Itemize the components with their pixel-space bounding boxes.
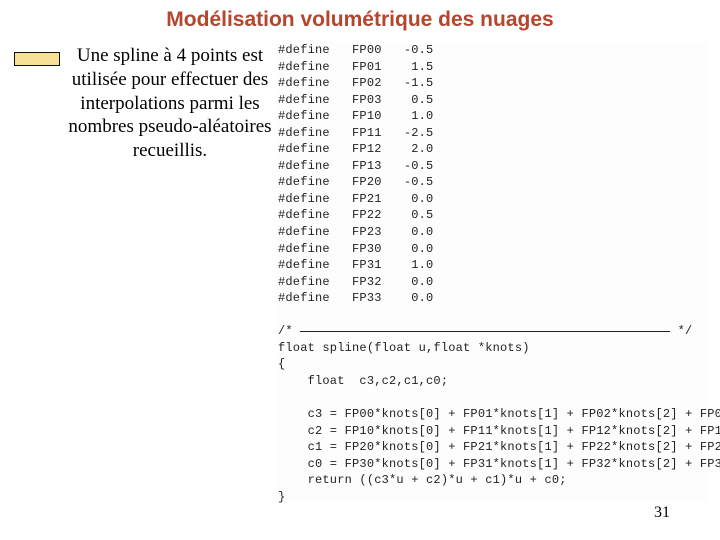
bullet-icon [14, 52, 60, 66]
body-text: Une spline à 4 points est utilisée pour … [65, 44, 275, 163]
page-number: 31 [654, 504, 670, 522]
slide-title: Modélisation volumétrique des nuages [0, 8, 720, 32]
code-listing: #define FP00 -0.5 #define FP01 1.5 #defi… [278, 42, 708, 502]
